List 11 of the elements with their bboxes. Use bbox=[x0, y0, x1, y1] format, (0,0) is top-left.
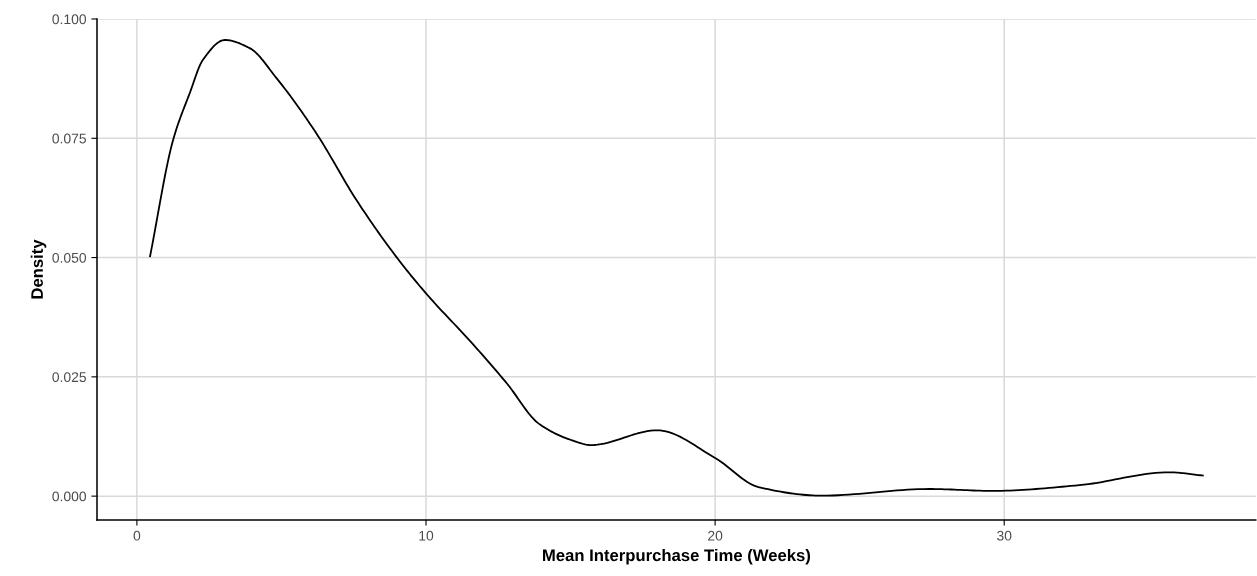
y-tick-label: 0.050 bbox=[52, 252, 87, 263]
x-tick-label: 20 bbox=[708, 530, 723, 541]
x-tick-label: 30 bbox=[997, 530, 1012, 541]
y-tick-label: 0.100 bbox=[52, 14, 87, 25]
x-axis-title: Mean Interpurchase Time (Weeks) bbox=[543, 548, 811, 565]
y-tick-label: 0.025 bbox=[52, 372, 86, 383]
y-tick-label: 0.000 bbox=[52, 491, 87, 502]
x-tick-label: 0 bbox=[133, 530, 141, 541]
x-tick-label: 10 bbox=[419, 530, 434, 541]
y-tick-label: 0.075 bbox=[52, 133, 86, 144]
y-axis-title: Density bbox=[30, 239, 47, 299]
